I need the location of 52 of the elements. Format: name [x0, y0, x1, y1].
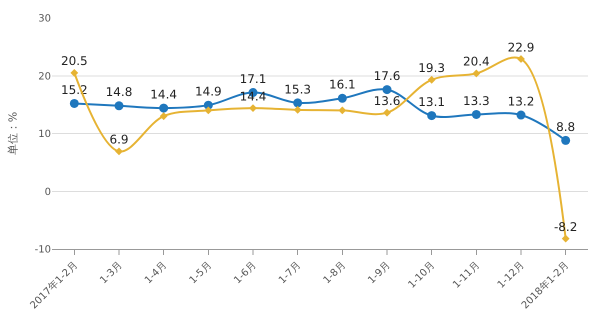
data-label: 17.6	[374, 68, 400, 83]
point	[472, 70, 480, 78]
x-tick-label: 1-8月	[322, 260, 348, 286]
point	[293, 98, 302, 108]
point	[70, 98, 79, 108]
point	[115, 148, 123, 156]
point	[114, 101, 124, 110]
y-tick-label: -10	[34, 244, 51, 256]
y-tick-label: 0	[44, 186, 51, 198]
x-tick-label: 1-7月	[276, 260, 304, 286]
data-label: 14.9	[194, 84, 222, 99]
data-label: 16.1	[328, 78, 356, 92]
y-tick-label: 10	[38, 129, 51, 140]
data-label: 8.8	[556, 120, 576, 134]
point	[249, 104, 257, 112]
data-label: 20.4	[462, 54, 490, 69]
point	[159, 104, 168, 113]
data-label: 13.1	[418, 94, 446, 109]
x-tick-label: 1-3月	[98, 260, 125, 286]
point	[70, 68, 78, 77]
data-label: 17.1	[240, 72, 266, 86]
point	[427, 111, 436, 120]
point	[338, 106, 346, 114]
data-label: 22.9	[508, 40, 534, 54]
x-tick-label: 1-5月	[188, 260, 214, 286]
y-axis-title: 单位：%	[6, 112, 20, 156]
point	[383, 108, 391, 117]
data-label: 13.3	[462, 94, 490, 108]
point	[562, 234, 570, 243]
x-tick-label: 1-6月	[232, 260, 259, 286]
point	[204, 106, 212, 114]
point	[517, 55, 525, 63]
point	[472, 110, 481, 119]
point	[428, 76, 436, 84]
x-tick-label: 1-4月	[142, 260, 170, 286]
data-label: 15.3	[284, 82, 312, 96]
data-label: 13.6	[374, 94, 400, 108]
y-tick-label: 20	[38, 71, 51, 82]
data-label: 14.4	[150, 87, 178, 102]
x-tick-label: 1-9月	[366, 260, 393, 286]
point	[561, 136, 570, 145]
data-label: 13.2	[508, 94, 534, 108]
data-label: 19.3	[418, 61, 446, 76]
point	[338, 94, 347, 103]
point	[294, 106, 302, 114]
point	[382, 85, 392, 94]
y-tick-label: 30	[38, 14, 51, 24]
data-label: 14.8	[106, 85, 132, 100]
data-label: 20.5	[60, 54, 88, 68]
point	[516, 110, 526, 120]
data-label: 6.9	[109, 132, 129, 147]
point	[160, 112, 168, 120]
